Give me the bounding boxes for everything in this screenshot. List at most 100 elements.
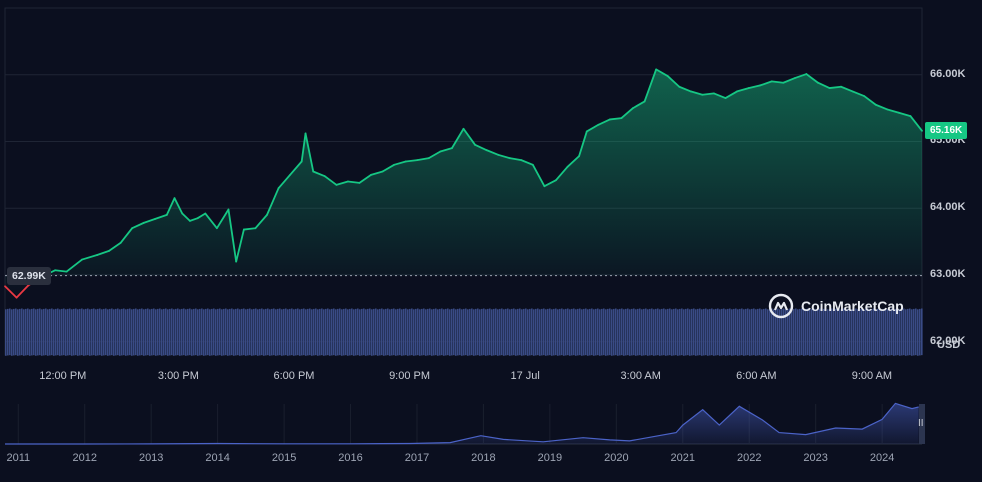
volume-bar	[859, 308, 861, 356]
price-line-segment	[897, 111, 912, 118]
volume-bar	[285, 308, 287, 355]
volume-bar	[641, 309, 643, 356]
volume-bar	[847, 308, 849, 356]
volume-bar	[83, 309, 85, 356]
volume-bar	[567, 308, 569, 355]
volume-bar	[773, 309, 775, 356]
volume-bar	[215, 309, 217, 356]
volume-bar	[445, 308, 447, 356]
volume-bar	[171, 308, 173, 355]
volume-bar	[511, 308, 513, 356]
volume-bar	[751, 308, 753, 356]
volume-bar	[755, 309, 757, 356]
volume-bar	[267, 308, 269, 355]
volume-bar	[47, 309, 49, 356]
price-line-segment	[724, 90, 738, 99]
volume-bar	[279, 308, 281, 355]
volume-bar	[463, 308, 465, 356]
year-tick-label: 2023	[803, 452, 828, 464]
volume-bar	[413, 309, 415, 356]
volume-bar	[593, 309, 595, 356]
volume-bar	[617, 309, 619, 356]
volume-bar	[861, 308, 863, 355]
volume-bar	[57, 308, 59, 355]
volume-bar	[247, 308, 249, 356]
volume-bar	[363, 308, 365, 355]
price-line-segment	[689, 90, 704, 96]
brand-name: CoinMarketCap	[801, 298, 904, 314]
price-line-segment	[632, 100, 646, 109]
volume-bar	[203, 309, 205, 356]
volume-bar	[163, 308, 165, 356]
price-line-segment	[119, 227, 134, 244]
volume-bar	[669, 308, 671, 355]
volume-bar	[733, 308, 735, 356]
volume-bar	[911, 309, 913, 356]
volume-bar	[105, 308, 107, 355]
volume-bar	[483, 308, 485, 355]
volume-bar	[781, 308, 783, 356]
volume-bar	[653, 309, 655, 356]
volume-bar	[899, 309, 901, 356]
volume-bar	[727, 308, 729, 356]
year-tick-label: 2018	[471, 452, 496, 464]
volume-bar	[799, 308, 801, 356]
volume-bar	[547, 308, 549, 356]
price-line-segment	[235, 228, 245, 263]
volume-bar	[395, 309, 397, 356]
history-area	[5, 403, 919, 444]
price-line-segment	[485, 149, 500, 156]
price-line-segment	[609, 117, 623, 121]
volume-bar	[431, 309, 433, 356]
volume-bar	[379, 308, 381, 356]
volume-bar	[253, 308, 255, 356]
volume-bar	[857, 309, 859, 356]
coinmarketcap-logo[interactable]: CoinMarketCap	[768, 293, 904, 319]
volume-bar	[743, 309, 745, 356]
price-line-segment	[828, 85, 842, 89]
volume-bar	[705, 308, 707, 355]
volume-bar	[159, 308, 161, 355]
volume-bar	[603, 308, 605, 355]
volume-bar	[287, 309, 289, 356]
volume-bar	[329, 309, 331, 356]
volume-bar	[521, 309, 523, 356]
volume-bar	[23, 309, 25, 356]
x-tick-label: 3:00 PM	[157, 370, 199, 382]
year-tick-label: 2021	[670, 452, 696, 464]
volume-bar	[855, 308, 857, 355]
volume-bar	[839, 309, 841, 356]
history-navigator	[5, 402, 925, 445]
volume-bar	[589, 308, 591, 356]
volume-bar	[827, 309, 829, 356]
volume-bar	[481, 308, 483, 356]
volume-bar	[543, 308, 545, 355]
price-line-segment	[759, 80, 773, 87]
price-line-segment	[497, 153, 511, 160]
volume-bar	[795, 308, 797, 355]
volume-bar	[333, 308, 335, 355]
price-line-segment	[227, 208, 238, 263]
volume-bar	[577, 308, 579, 356]
current-price-badge: 65.16K	[925, 121, 968, 139]
volume-bar	[829, 308, 831, 356]
volume-bar	[533, 309, 535, 356]
volume-bar	[89, 309, 91, 356]
volume-bar	[201, 308, 203, 355]
volume-bar	[309, 308, 311, 355]
volume-bar	[787, 308, 789, 356]
volume-bar	[659, 309, 661, 356]
volume-bar	[451, 308, 453, 356]
volume-bar	[35, 309, 37, 356]
volume-bar	[917, 309, 919, 356]
volume-bar	[237, 308, 239, 355]
volume-bar	[191, 309, 193, 356]
volume-bar	[707, 309, 709, 356]
volume-bar	[185, 309, 187, 356]
volume-bar	[619, 308, 621, 356]
navigator-handle[interactable]: II	[918, 418, 924, 429]
volume-bar	[389, 309, 391, 356]
volume-bar	[419, 309, 421, 356]
volume-bar	[443, 309, 445, 356]
price-line-segment	[909, 115, 923, 132]
